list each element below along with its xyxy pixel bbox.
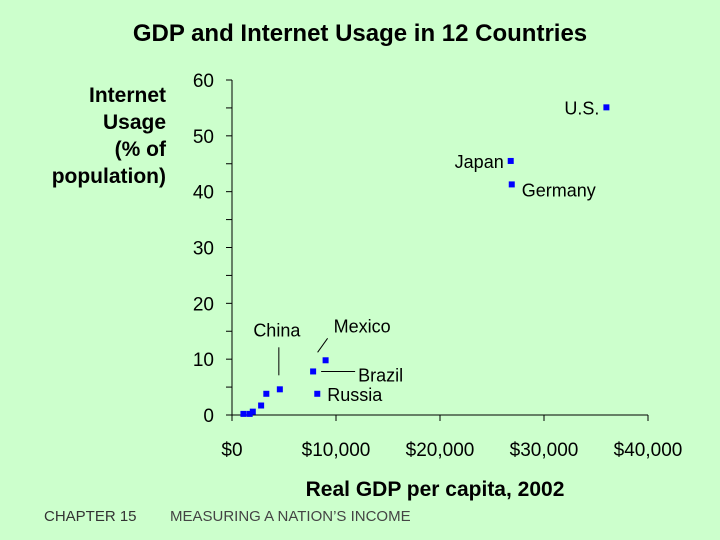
y-axis-label: Internet Usage (% of population) xyxy=(20,82,166,190)
x-axis-label: Real GDP per capita, 2002 xyxy=(305,478,565,501)
y-axis-label-line: Internet xyxy=(88,84,166,107)
data-point xyxy=(276,386,283,393)
y-tick-label: 40 xyxy=(193,183,214,204)
chart-title: GDP and Internet Usage in 12 Countries xyxy=(132,20,588,47)
data-point xyxy=(246,410,253,417)
x-tick-label: $40,000 xyxy=(614,440,683,461)
data-point xyxy=(603,104,610,111)
x-tick-label: $10,000 xyxy=(302,440,371,461)
data-point xyxy=(258,402,265,409)
y-axis-label-line: (% of xyxy=(114,138,166,161)
y-tick-label: 0 xyxy=(203,406,214,427)
y-tick-label: 30 xyxy=(193,239,214,260)
data-point xyxy=(314,390,321,397)
y-axis-label-line: population) xyxy=(51,165,166,188)
x-tick-label: $0 xyxy=(221,440,242,461)
country-label: Brazil xyxy=(358,365,403,385)
data-point xyxy=(508,181,515,188)
data-point xyxy=(310,368,317,375)
y-tick-label: 50 xyxy=(193,127,214,148)
y-tick-label: 10 xyxy=(193,350,214,371)
country-label: Germany xyxy=(522,180,596,200)
y-tick-label: 60 xyxy=(193,71,214,92)
x-tick-label: $20,000 xyxy=(406,440,475,461)
data-point xyxy=(507,157,514,164)
footer-chapter: CHAPTER 15 xyxy=(44,508,137,525)
country-label: Russia xyxy=(327,385,383,405)
data-point xyxy=(322,357,329,364)
y-tick-label: 20 xyxy=(193,294,214,315)
label-leader-line xyxy=(317,337,329,353)
country-label: Japan xyxy=(455,152,504,172)
data-point xyxy=(263,390,270,397)
data-point xyxy=(249,408,256,415)
footer-subject: MEASURING A NATION’S INCOME xyxy=(170,508,411,525)
country-label: Mexico xyxy=(334,316,391,336)
y-axis-label-line: Usage xyxy=(102,111,166,134)
data-point xyxy=(240,410,247,417)
x-tick-label: $30,000 xyxy=(510,440,579,461)
country-label: U.S. xyxy=(564,98,599,118)
country-label: China xyxy=(253,320,301,340)
